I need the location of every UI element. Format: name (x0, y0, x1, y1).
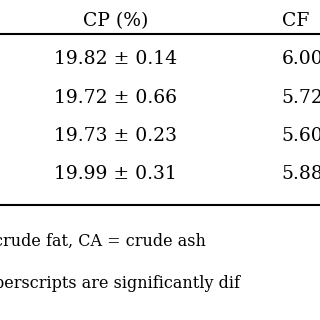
Text: 5.88ᶜ: 5.88ᶜ (282, 165, 320, 183)
Text: 19.72 ± 0.66: 19.72 ± 0.66 (54, 89, 177, 107)
Text: 5.72ᵇ: 5.72ᵇ (282, 89, 320, 107)
Text: 6.00ᶜ: 6.00ᶜ (282, 50, 320, 68)
Text: 5.60ᵃ: 5.60ᵃ (282, 127, 320, 145)
Text: CP (%): CP (%) (83, 12, 148, 30)
Text: CF: CF (282, 12, 309, 30)
Text: crude fat, CA = crude ash: crude fat, CA = crude ash (0, 233, 205, 250)
Text: 19.99 ± 0.31: 19.99 ± 0.31 (54, 165, 177, 183)
Text: 19.82 ± 0.14: 19.82 ± 0.14 (54, 50, 177, 68)
Text: perscripts are significantly dif: perscripts are significantly dif (0, 275, 240, 292)
Text: 19.73 ± 0.23: 19.73 ± 0.23 (54, 127, 177, 145)
